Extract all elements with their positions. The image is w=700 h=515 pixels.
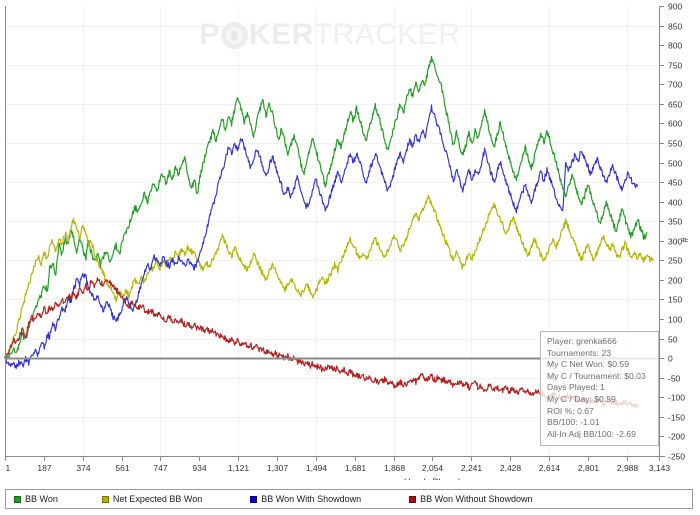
results-line-chart[interactable]: 9008508007507006506005505004504003503002… [0, 0, 700, 480]
legend-item[interactable]: BB Won Without Showdown [409, 494, 533, 504]
x-axis-tick-label: 3,143 [649, 463, 671, 473]
player-stat-row: Days Played: 1 [547, 382, 605, 393]
y-axis-tick-label: 450 [668, 178, 682, 188]
x-axis-tick-label: 2,054 [422, 463, 444, 473]
y-axis-tick-label: 600 [668, 119, 682, 129]
x-axis-tick-label: 934 [192, 463, 206, 473]
x-axis-tick-label: 1 [6, 463, 11, 473]
y-axis-tick-label: 750 [668, 61, 682, 71]
chart-panel: 900 850 800 750 700 650 600 550 500 450 400 350 300 2… [0, 0, 700, 480]
x-axis-tick-label: 2,428 [500, 463, 522, 473]
y-axis-title: # [680, 237, 690, 242]
series-line [4, 55, 648, 360]
player-stat-row: All-In Adj BB/100: -2.69 [547, 428, 636, 439]
y-axis-tick-label: 650 [668, 100, 682, 110]
y-axis-tick-label: -200 [668, 432, 685, 442]
y-axis-tick-label: -100 [668, 393, 685, 403]
y-axis-tick-label: 50 [668, 335, 678, 345]
x-axis-tick-label: 374 [76, 463, 90, 473]
player-stat-row: My C / Tournament: $0.03 [547, 370, 646, 381]
axis-labels-layer: 9008508007507006506005505004504003503002… [6, 2, 691, 481]
x-axis-title: Hands Played [404, 477, 460, 480]
legend-color-swatch [409, 495, 417, 503]
x-axis-tick-label: 561 [115, 463, 129, 473]
player-stat-row: Player: grenka666 [547, 336, 617, 346]
player-stat-row: My C Net Won: $0.59 [547, 359, 629, 370]
y-axis-tick-label: 900 [668, 2, 682, 12]
y-axis-tick-label: 0 [668, 354, 673, 364]
y-axis-tick-label: 800 [668, 41, 682, 51]
legend-item[interactable]: BB Won With Showdown [250, 494, 361, 504]
legend-label: BB Won [25, 494, 58, 504]
series-line [4, 194, 654, 359]
x-axis-tick-label: 1,681 [345, 463, 367, 473]
x-axis-tick-label: 2,801 [578, 463, 600, 473]
x-axis-tick-label: 1,121 [228, 463, 250, 473]
x-axis-tick-label: 2,988 [617, 463, 639, 473]
y-axis-tick-label: 200 [668, 276, 682, 286]
chart-legend[interactable]: BB Won Net Expected BB Won BB Won With Sho… [5, 489, 693, 509]
player-stat-row: BB/100: -1.01 [547, 417, 600, 428]
y-axis-tick-label: 400 [668, 198, 682, 208]
y-axis-tick-label: -50 [668, 374, 681, 384]
x-axis-tick-label: 2,241 [461, 463, 483, 473]
y-axis-tick-label: 300 [668, 237, 682, 247]
series-line [4, 104, 639, 369]
x-axis-tick-label: 1,307 [267, 463, 289, 473]
y-axis-tick-label: 550 [668, 139, 682, 149]
player-stat-row: My C / Day: $0.59 [547, 393, 616, 404]
player-stats-tooltip: Player: grenka666 Tournaments: 23 My C Net… [540, 331, 659, 447]
legend-color-swatch [101, 495, 109, 503]
legend-label: BB Won With Showdown [261, 494, 362, 504]
series-line [4, 277, 639, 409]
legend-item[interactable]: Net Expected BB Won [101, 494, 203, 504]
y-axis-tick-label: 150 [668, 295, 682, 305]
legend-color-swatch [250, 495, 258, 503]
player-stat-row: ROI %: 0.67 [547, 405, 594, 416]
legend-label: Net Expected BB Won [112, 494, 203, 504]
y-axis-tick-label: 500 [668, 159, 682, 169]
y-axis-tick-label: -150 [668, 413, 685, 423]
y-axis-tick-label: 250 [668, 256, 682, 266]
legend-label: BB Won Without Showdown [420, 494, 533, 504]
grid-layer [5, 6, 659, 457]
legend-item[interactable]: BB Won [14, 494, 58, 504]
x-axis-tick-label: 1,494 [306, 463, 328, 473]
legend-color-swatch [14, 495, 21, 503]
x-axis-tick-label: 187 [37, 463, 51, 473]
player-stat-row: Tournaments: 23 [547, 347, 612, 358]
y-axis-tick-label: 100 [668, 315, 682, 325]
y-axis-tick-label: 350 [668, 217, 682, 227]
y-axis-tick-label: 700 [668, 80, 682, 90]
y-axis-tick-label: 850 [668, 22, 682, 32]
x-axis-tick-label: 2,614 [539, 463, 561, 473]
series-layer [4, 55, 654, 409]
x-axis-tick-label: 1,868 [384, 463, 406, 473]
x-axis-tick-label: 747 [153, 463, 167, 473]
y-axis-tick-label: -250 [668, 452, 685, 462]
